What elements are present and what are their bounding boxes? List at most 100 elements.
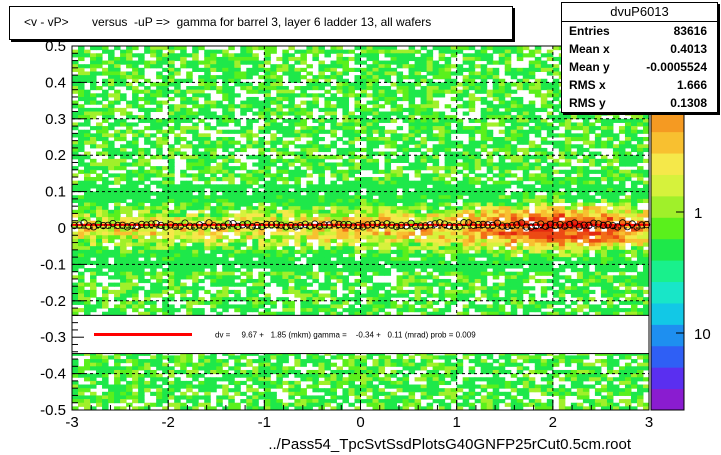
heatmap-cell [198, 184, 205, 189]
heatmap-cell [120, 235, 127, 240]
heatmap-cell [168, 246, 175, 251]
heatmap-cell [228, 75, 235, 80]
heatmap-cell [612, 213, 620, 218]
heatmap-cell [102, 202, 109, 207]
heatmap-cell [114, 257, 121, 262]
heatmap-cell [270, 78, 277, 83]
heatmap-cell [300, 173, 307, 178]
heatmap-cell [240, 86, 247, 91]
heatmap-cell [636, 111, 644, 116]
heatmap-cell [222, 169, 229, 174]
heatmap-cell [240, 53, 247, 58]
heatmap-cell [480, 195, 488, 200]
heatmap-cell [186, 96, 193, 102]
heatmap-cell [600, 249, 608, 254]
heatmap-cell [306, 249, 313, 254]
heatmap-cell [168, 220, 175, 225]
heatmap-cell [426, 217, 434, 222]
heatmap-cell [330, 104, 337, 109]
heatmap-cell [246, 89, 253, 94]
heatmap-cell [168, 115, 175, 120]
heatmap-cell [156, 282, 163, 287]
heatmap-cell [204, 206, 211, 211]
heatmap-cell [552, 133, 560, 138]
heatmap-cell [270, 122, 277, 127]
heatmap-cell [462, 53, 470, 58]
heatmap-cell [132, 122, 139, 127]
heatmap-cell [546, 71, 554, 76]
heatmap-cell [120, 107, 127, 113]
heatmap-cell [366, 118, 374, 123]
heatmap-cell [516, 191, 524, 196]
heatmap-cell [312, 166, 319, 171]
heatmap-cell [474, 220, 482, 225]
heatmap-cell [228, 264, 235, 269]
heatmap-cell [252, 144, 259, 149]
heatmap-cell [198, 78, 205, 83]
heatmap-cell [564, 253, 572, 258]
heatmap-cell [546, 151, 554, 156]
heatmap-cell [102, 286, 109, 291]
heatmap-cell [426, 177, 434, 182]
heatmap-cell [144, 260, 151, 265]
heatmap-cell [156, 257, 163, 262]
heatmap-cell [420, 53, 428, 58]
heatmap-cell [582, 253, 590, 258]
heatmap-cell [540, 166, 548, 171]
heatmap-cell [216, 231, 223, 236]
heatmap-cell [372, 162, 380, 167]
heatmap-cell [156, 53, 163, 58]
heatmap-cell [336, 257, 343, 262]
heatmap-cell [582, 118, 590, 123]
heatmap-cell [84, 53, 91, 58]
heatmap-cell [300, 286, 307, 291]
heatmap-cell [204, 78, 211, 83]
heatmap-cell [156, 253, 163, 258]
heatmap-cell [228, 228, 235, 233]
heatmap-cell [396, 213, 404, 218]
heatmap-cell [414, 126, 422, 131]
heatmap-cell [114, 187, 121, 193]
heatmap-cell [150, 286, 157, 291]
heatmap-cell [462, 202, 470, 207]
heatmap-cell [252, 195, 259, 200]
heatmap-cell [228, 177, 235, 182]
heatmap-cell [108, 158, 115, 163]
heatmap-cell [300, 195, 307, 200]
heatmap-cell [150, 268, 157, 273]
heatmap-cell [582, 231, 590, 236]
heatmap-cell [492, 253, 500, 258]
heatmap-cell [390, 93, 398, 98]
heatmap-cell [432, 104, 440, 109]
heatmap-cell [438, 246, 446, 251]
heatmap-cell [294, 166, 301, 171]
heatmap-cell [144, 158, 151, 163]
heatmap-cell [300, 202, 307, 207]
heatmap-cell [102, 217, 109, 222]
heatmap-cell [462, 177, 470, 182]
heatmap-cell [204, 122, 211, 127]
heatmap-cell [510, 129, 518, 134]
heatmap-cell [414, 71, 422, 76]
heatmap-cell [564, 111, 572, 116]
heatmap-cell [318, 235, 325, 240]
heatmap-cell [354, 169, 361, 174]
heatmap-cell [108, 151, 115, 156]
heatmap-cell [534, 129, 542, 134]
heatmap-cell [546, 140, 554, 145]
heatmap-cell [102, 238, 109, 244]
heatmap-cell [606, 275, 614, 280]
heatmap-cell [564, 206, 572, 211]
heatmap-cell [516, 107, 524, 113]
heatmap-cell [168, 151, 175, 156]
heatmap-cell [348, 202, 355, 207]
heatmap-cell [474, 238, 482, 244]
heatmap-cell [642, 126, 650, 131]
heatmap-cell [126, 122, 133, 127]
heatmap-cell [324, 209, 331, 214]
heatmap-cell [618, 217, 626, 222]
heatmap-cell [468, 260, 476, 265]
heatmap-cell [468, 282, 476, 287]
heatmap-cell [204, 56, 211, 62]
heatmap-cell [534, 56, 542, 62]
